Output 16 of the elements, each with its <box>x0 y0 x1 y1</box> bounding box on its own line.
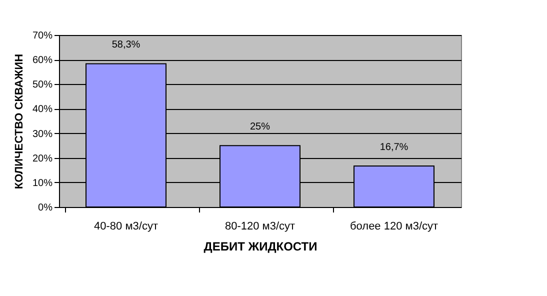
data-label: 25% <box>250 122 270 133</box>
data-label: 58,3% <box>112 40 140 51</box>
y-tick-label: 20% <box>32 153 53 164</box>
data-label: 16,7% <box>380 142 408 153</box>
y-tick-label: 60% <box>32 55 53 66</box>
y-tick-label: 0% <box>38 202 53 214</box>
y-tick-label: 30% <box>32 128 53 140</box>
y-axis-title: КОЛИЧЕСТВО СКВАЖИН <box>13 54 26 190</box>
x-axis-title: ДЕБИТ ЖИДКОСТИ <box>204 240 318 254</box>
y-tick-label: 40% <box>32 104 53 116</box>
x-tick-label: более 120 м3/сут <box>350 220 438 232</box>
y-tick-label: 70% <box>32 30 53 42</box>
x-tick-label: 80-120 м3/сут <box>224 220 296 232</box>
y-tick-label: 50% <box>32 80 53 91</box>
y-tick-label: 10% <box>32 178 53 189</box>
x-tick-label: 40-80 м3/сут <box>94 220 158 232</box>
